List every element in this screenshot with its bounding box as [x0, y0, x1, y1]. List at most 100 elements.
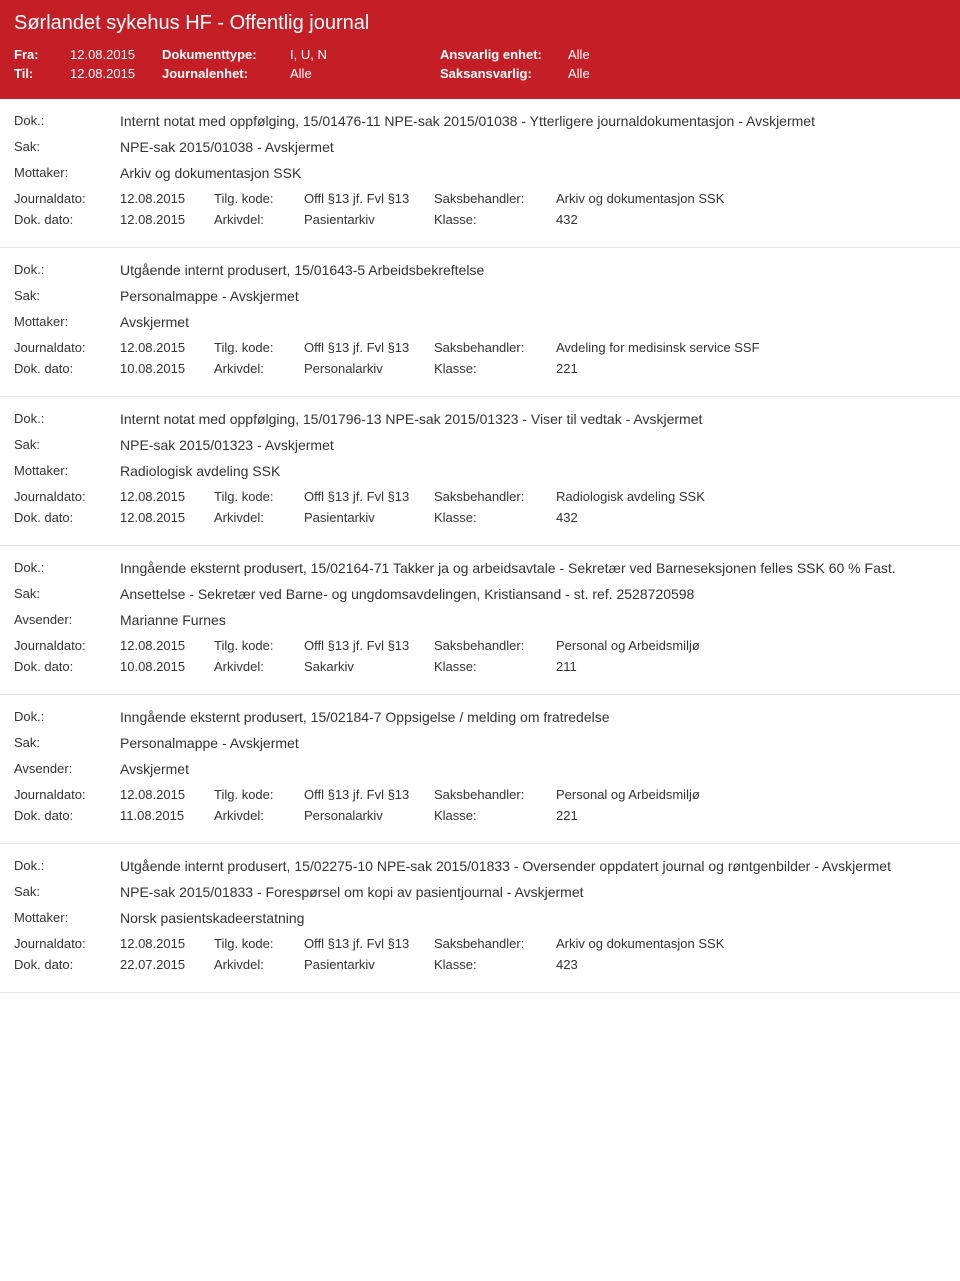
journaldato-value: 12.08.2015: [120, 638, 214, 653]
journaldato-label: Journaldato:: [14, 489, 120, 504]
dokdato-value: 10.08.2015: [120, 659, 214, 674]
header-row-2: Til: 12.08.2015 Journalenhet: Alle Saksa…: [14, 66, 946, 81]
klasse-value: 211: [556, 659, 946, 674]
dok-label: Dok.:: [14, 858, 120, 873]
doktype-value: I, U, N: [290, 47, 440, 62]
dok-label: Dok.:: [14, 709, 120, 724]
dokdato-label: Dok. dato:: [14, 361, 120, 376]
journaldato-value: 12.08.2015: [120, 191, 214, 206]
dokdato-label: Dok. dato:: [14, 808, 120, 823]
til-value: 12.08.2015: [70, 66, 162, 81]
arkivdel-label: Arkivdel:: [214, 212, 304, 227]
saksbehandler-label: Saksbehandler:: [434, 638, 556, 653]
dokdato-value: 22.07.2015: [120, 957, 214, 972]
arkivdel-value: Pasientarkiv: [304, 510, 434, 525]
sak-value: Personalmappe - Avskjermet: [120, 735, 946, 751]
saksbehandler-value: Personal og Arbeidsmiljø: [556, 787, 946, 802]
tilgkode-label: Tilg. kode:: [214, 191, 304, 206]
journalenhet-value: Alle: [290, 66, 440, 81]
fra-value: 12.08.2015: [70, 47, 162, 62]
sak-label: Sak:: [14, 884, 120, 899]
dokdato-value: 12.08.2015: [120, 510, 214, 525]
til-label: Til:: [14, 66, 70, 81]
arkivdel-value: Pasientarkiv: [304, 212, 434, 227]
dok-label: Dok.:: [14, 262, 120, 277]
entries-list: Dok.: Internt notat med oppfølging, 15/0…: [0, 99, 960, 993]
arkivdel-label: Arkivdel:: [214, 808, 304, 823]
klasse-value: 432: [556, 510, 946, 525]
sak-value: NPE-sak 2015/01833 - Forespørsel om kopi…: [120, 884, 946, 900]
party-value: Arkiv og dokumentasjon SSK: [120, 165, 946, 181]
arkivdel-label: Arkivdel:: [214, 659, 304, 674]
klasse-value: 221: [556, 808, 946, 823]
journal-entry: Dok.: Internt notat med oppfølging, 15/0…: [0, 99, 960, 248]
journaldato-value: 12.08.2015: [120, 936, 214, 951]
saksansvarlig-value: Alle: [568, 66, 590, 81]
saksbehandler-label: Saksbehandler:: [434, 340, 556, 355]
dok-value: Internt notat med oppfølging, 15/01476-1…: [120, 113, 946, 129]
sak-value: NPE-sak 2015/01323 - Avskjermet: [120, 437, 946, 453]
journaldato-label: Journaldato:: [14, 340, 120, 355]
doktype-label: Dokumenttype:: [162, 47, 290, 62]
journaldato-label: Journaldato:: [14, 638, 120, 653]
sak-value: Personalmappe - Avskjermet: [120, 288, 946, 304]
party-label: Mottaker:: [14, 910, 120, 925]
saksbehandler-value: Personal og Arbeidsmiljø: [556, 638, 946, 653]
dokdato-label: Dok. dato:: [14, 659, 120, 674]
saksbehandler-value: Avdeling for medisinsk service SSF: [556, 340, 946, 355]
journaldato-label: Journaldato:: [14, 787, 120, 802]
arkivdel-value: Sakarkiv: [304, 659, 434, 674]
klasse-label: Klasse:: [434, 510, 556, 525]
ansvarlig-value: Alle: [568, 47, 590, 62]
dok-label: Dok.:: [14, 560, 120, 575]
tilgkode-label: Tilg. kode:: [214, 936, 304, 951]
tilgkode-label: Tilg. kode:: [214, 489, 304, 504]
sak-label: Sak:: [14, 437, 120, 452]
sak-label: Sak:: [14, 288, 120, 303]
ansvarlig-label: Ansvarlig enhet:: [440, 47, 568, 62]
journaldato-label: Journaldato:: [14, 191, 120, 206]
journaldato-label: Journaldato:: [14, 936, 120, 951]
klasse-label: Klasse:: [434, 659, 556, 674]
tilgkode-value: Offl §13 jf. Fvl §13: [304, 489, 434, 504]
sak-label: Sak:: [14, 586, 120, 601]
dok-value: Inngående eksternt produsert, 15/02184-7…: [120, 709, 946, 725]
party-label: Mottaker:: [14, 463, 120, 478]
klasse-value: 432: [556, 212, 946, 227]
sak-label: Sak:: [14, 139, 120, 154]
sak-value: NPE-sak 2015/01038 - Avskjermet: [120, 139, 946, 155]
journal-entry: Dok.: Internt notat med oppfølging, 15/0…: [0, 397, 960, 546]
page-title: Sørlandet sykehus HF - Offentlig journal: [14, 12, 946, 35]
header-bar: Sørlandet sykehus HF - Offentlig journal…: [0, 0, 960, 99]
arkivdel-value: Pasientarkiv: [304, 957, 434, 972]
journal-entry: Dok.: Utgående internt produsert, 15/016…: [0, 248, 960, 397]
saksbehandler-label: Saksbehandler:: [434, 787, 556, 802]
arkivdel-label: Arkivdel:: [214, 361, 304, 376]
journal-entry: Dok.: Utgående internt produsert, 15/022…: [0, 844, 960, 993]
klasse-value: 423: [556, 957, 946, 972]
dok-value: Inngående eksternt produsert, 15/02164-7…: [120, 560, 946, 576]
arkivdel-value: Personalarkiv: [304, 361, 434, 376]
saksbehandler-label: Saksbehandler:: [434, 191, 556, 206]
party-label: Avsender:: [14, 612, 120, 627]
journal-entry: Dok.: Inngående eksternt produsert, 15/0…: [0, 546, 960, 695]
tilgkode-label: Tilg. kode:: [214, 638, 304, 653]
party-value: Marianne Furnes: [120, 612, 946, 628]
saksbehandler-label: Saksbehandler:: [434, 936, 556, 951]
tilgkode-value: Offl §13 jf. Fvl §13: [304, 340, 434, 355]
sak-label: Sak:: [14, 735, 120, 750]
klasse-label: Klasse:: [434, 212, 556, 227]
party-value: Radiologisk avdeling SSK: [120, 463, 946, 479]
tilgkode-value: Offl §13 jf. Fvl §13: [304, 936, 434, 951]
journalenhet-label: Journalenhet:: [162, 66, 290, 81]
saksbehandler-value: Radiologisk avdeling SSK: [556, 489, 946, 504]
journaldato-value: 12.08.2015: [120, 489, 214, 504]
tilgkode-label: Tilg. kode:: [214, 340, 304, 355]
party-label: Mottaker:: [14, 314, 120, 329]
journal-entry: Dok.: Inngående eksternt produsert, 15/0…: [0, 695, 960, 844]
saksbehandler-label: Saksbehandler:: [434, 489, 556, 504]
party-value: Avskjermet: [120, 314, 946, 330]
dokdato-label: Dok. dato:: [14, 957, 120, 972]
arkivdel-label: Arkivdel:: [214, 957, 304, 972]
party-label: Avsender:: [14, 761, 120, 776]
